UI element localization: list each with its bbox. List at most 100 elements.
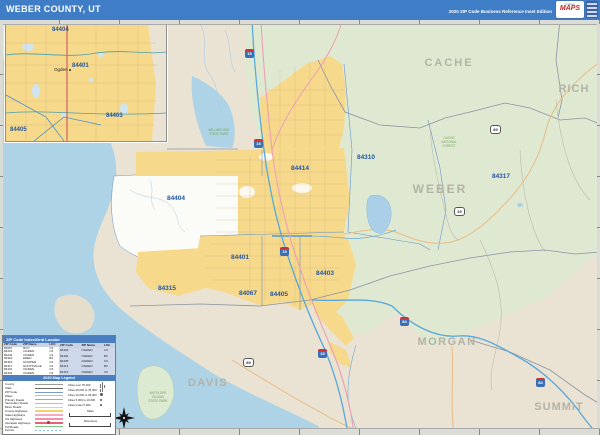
title-bar: WEBER COUNTY, UT 2020 ZIP Code Business …	[0, 0, 600, 20]
publisher-badge-icon	[586, 1, 598, 18]
urban-open-patches	[239, 153, 312, 198]
county-line-sample	[35, 383, 63, 385]
col-loc: LOC	[102, 343, 115, 349]
street-grid	[205, 60, 346, 306]
page-title: WEBER COUNTY, UT	[6, 4, 101, 14]
park-labels: CACHE NATIONAL FOREST WILLARD BAY STATE …	[148, 128, 457, 403]
county-label-weber: WEBER	[413, 182, 468, 196]
zip-index-left: ZIP Code ZIP Name LOC 84067 ROY C3 84201 OG…	[3, 342, 59, 375]
city-dot-icon	[99, 398, 103, 402]
zip-label-84405: 84405	[270, 291, 288, 298]
interstate-shield-icon: 15	[245, 49, 254, 58]
table-row: 84402 OGDEN C3	[4, 370, 54, 375]
col-zip-code: ZIP Code	[3, 342, 23, 347]
interstate-shield-icon: 15	[318, 349, 327, 358]
us-hwy-sample	[35, 417, 63, 420]
kilometers-scale-bar: Kilometers	[68, 419, 113, 428]
us-route-shield-icon: 89	[490, 125, 501, 134]
cache-forest-label: CACHE	[443, 136, 454, 140]
interstate-shield-icon: 15	[254, 139, 263, 148]
county-label-summit: SUMMIT	[534, 401, 583, 413]
inset-map-canvas	[6, 25, 166, 141]
willard-bay-label: WILLARD BAY	[208, 128, 230, 132]
inset-highways	[6, 51, 166, 115]
water-line-sample	[35, 395, 63, 397]
zip-label-84401: 84401	[231, 254, 249, 261]
inset-zip-84403: 84403	[106, 113, 123, 119]
zip-label-84067: 84067	[239, 290, 257, 297]
grid-frame-right	[597, 24, 600, 428]
map-legend-body: County State ZIP Code Water Primary Road…	[3, 381, 115, 433]
zip-label-84317: 84317	[492, 173, 510, 180]
map-legend-title: 2020 Map Legend	[3, 375, 115, 382]
county-label-cache: CACHE	[424, 57, 473, 69]
grid-frame-left	[0, 24, 3, 428]
city-dot-icon	[99, 393, 103, 397]
zip-boundaries	[199, 63, 447, 310]
edition-label: 2020 ZIP Code Business Reference Inset E…	[448, 9, 552, 14]
inset-interstate	[6, 94, 102, 141]
antelope-island-label: ANTELOPE	[149, 391, 166, 395]
legend-city-samples: Cities over 75,000 Cities 25,000 to 75,0…	[66, 382, 113, 432]
cache-forest-label: NATIONAL	[441, 140, 457, 144]
table-row: 84201 OGDEN C3	[4, 349, 54, 354]
table-row: 84317 HUNTSVILLE C4	[4, 363, 54, 368]
city-icon	[99, 387, 104, 392]
minor-roads	[429, 99, 591, 391]
ogden-river	[311, 229, 397, 239]
antelope-island-label: STATE PARK	[148, 399, 168, 403]
table-row: 84405 OGDEN C3	[60, 359, 108, 364]
us-route-shield-icon: 39	[454, 207, 465, 216]
county-label-morgan: MORGAN	[417, 336, 476, 348]
zip-index-table: ZIP Code ZIP Name LOC 84067 ROY C3 84201 OG…	[3, 342, 115, 376]
table-row: 84401 OGDEN C3	[4, 367, 54, 372]
table-row: 84404 OGDEN B3	[60, 353, 108, 358]
antelope-island-label: ISLAND	[152, 395, 164, 399]
legend-line-samples: County State ZIP Code Water Primary Road…	[5, 382, 66, 432]
inset-city-dot	[69, 69, 71, 71]
county-labels: CACHE RICH WEBER MORGAN DAVIS SUMMIT	[188, 57, 590, 413]
zip-label-84403: 84403	[316, 270, 334, 277]
publisher-logo: market MAPS	[556, 1, 584, 18]
interstate-sample	[35, 420, 63, 425]
county-hwy-sample	[35, 410, 63, 412]
table-row: 84244 OGDEN C3	[4, 352, 54, 357]
zip-index-title: ZIP Code Index/Grid Locator	[3, 336, 115, 343]
zip-label-84404: 84404	[167, 195, 185, 202]
interstate-shield-icon: 84	[400, 317, 409, 326]
cache-forest-label: FOREST	[443, 144, 456, 148]
ferry-line-sample	[35, 429, 63, 431]
pineview-reservoir	[366, 194, 523, 234]
interstate-shield-icon: 84	[536, 378, 545, 387]
streams	[129, 23, 359, 435]
willard-bay-label: STATE PARK	[209, 132, 229, 136]
legend-panel: ZIP Code Index/Grid Locator ZIP Code ZIP…	[2, 335, 116, 435]
inset-zip-84401: 84401	[72, 63, 89, 69]
col-zip-name: ZIP Name	[80, 343, 103, 349]
primary-road-sample	[35, 398, 63, 401]
big-city-icon	[99, 382, 106, 388]
miles-scale-bar: Miles	[68, 409, 113, 418]
state-hwy-sample	[35, 414, 63, 416]
county-label-rich: RICH	[559, 83, 590, 95]
grid-frame-bottom	[0, 428, 600, 435]
compass-rose-icon	[113, 407, 135, 429]
col-zip-name: ZIP Name	[22, 342, 49, 347]
county-label-davis: DAVIS	[188, 377, 228, 389]
ogden-inset-map: 84404 84401 84403 84405 Ogden	[4, 23, 168, 143]
inset-ponds	[22, 43, 128, 117]
col-zip-code: ZIP Code	[59, 343, 81, 349]
inset-zip-84404: 84404	[52, 27, 69, 33]
inset-zip-84405: 84405	[10, 127, 27, 133]
zip-label-84315: 84315	[158, 285, 176, 292]
inset-city-label: Ogden	[54, 67, 68, 72]
col-loc: LOC	[48, 342, 59, 347]
table-row: 84415 OGDEN C3	[60, 369, 108, 374]
table-row: 84310 EDEN B4	[4, 356, 53, 361]
secondary-road-sample	[35, 402, 63, 405]
inset-street-grid	[6, 25, 158, 141]
toll-road-sample	[35, 425, 63, 428]
interstate-highways	[251, 20, 599, 435]
zip-label-84310: 84310	[357, 154, 375, 161]
